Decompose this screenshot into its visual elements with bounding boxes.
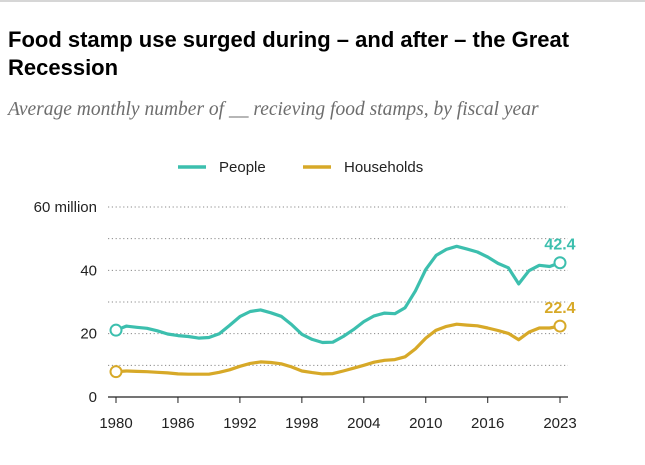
series-line-households [114,322,562,376]
series-line-people [114,244,562,345]
series-lines: 42.4 22.4 [109,237,576,379]
y-tick-label: 60 million [34,199,97,216]
x-tick-label: 1992 [223,415,256,432]
chart-title: Food stamp use surged during – and after… [8,27,570,80]
gridlines [108,206,568,398]
end-value-label-households: 22.4 [544,300,575,317]
x-tick-label: 1998 [285,415,318,432]
start-marker-people [109,323,123,337]
legend: People Households [178,159,423,176]
legend-label-people: People [219,159,266,176]
x-tick-label: 1980 [99,415,132,432]
x-tick-label: 1986 [161,415,194,432]
x-tick-label: 2016 [471,415,504,432]
legend-label-households: Households [344,159,423,176]
chart-subtitle: Average monthly number of __ recieving f… [8,99,539,120]
start-marker-households [109,365,123,379]
top-rule [0,0,645,2]
x-tick-label: 2010 [409,415,442,432]
end-value-label-people: 42.4 [544,237,575,254]
end-marker-people [553,256,567,270]
x-tick-label: 2004 [347,415,380,432]
end-marker-households [553,319,567,333]
y-tick-label: 0 [89,389,97,406]
x-axis: 1980 1986 1992 1998 2004 2010 2016 2023 [99,397,577,432]
y-tick-label: 40 [80,262,97,279]
y-tick-label: 20 [80,326,97,343]
x-tick-label: 2023 [543,415,576,432]
y-axis: 0 20 40 60 million [34,199,97,406]
